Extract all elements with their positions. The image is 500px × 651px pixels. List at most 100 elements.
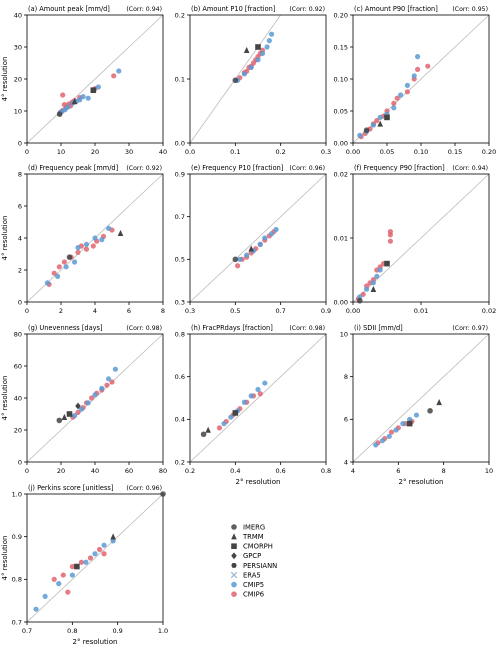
cmip5-point [33,606,39,612]
x-tick-label: 10 [57,148,65,156]
y-tick-label: 0.9 [12,533,22,541]
x-tick-label: 80 [159,467,167,475]
observation-point [232,256,239,263]
y-axis-label: 4° resolution [1,216,9,261]
plot-frame [189,173,327,303]
observation-point [117,229,124,236]
cmip5-point [407,416,413,422]
observation-point [205,426,211,433]
cmip5-point [391,105,397,111]
cmip5-point [379,438,386,444]
observation-point [357,297,363,304]
x-tick-label: 0.9 [112,627,122,635]
y-tick-label: 0.7 [12,618,22,626]
panel-correlation: (Corr: 0.95) [452,6,488,13]
cmip5-point [370,122,376,128]
cmip5-point [55,273,61,279]
y-axis-label: 4° resolution [1,57,9,102]
cmip6-point [394,95,400,101]
observation-point [74,563,80,570]
cmip5-point [269,31,275,37]
cmip6-point [83,246,90,252]
legend-label-imerg: IMERG [243,523,265,531]
panel-correlation: (Corr: 0.92) [289,6,325,13]
observation-point [66,254,73,260]
panel-i: 4 6 8 10 4 6 8 10 (i) SDII [mm/d] (Corr: 0.97) 2° … [340,324,493,486]
y-tick-label: 0.01 [334,234,348,242]
one-to-one-line [26,493,164,623]
panel-d: 0 2 4 6 8 0 2 4 6 8 (d) Frequency peak [mm/d] (Corr… [1,164,165,315]
cmip5-point [77,97,83,103]
cmip6-point [391,100,397,106]
panel-c: 0.00 0.05 0.10 0.15 0.20 0.00 0.05 0.10 0.15 0.20… [334,5,497,156]
cmip5-point [273,226,279,233]
panel-title: (d) Frequency peak [mm/d] [28,164,118,172]
x-tick-label: 10 [485,467,493,475]
x-tick-label: 0.3 [185,307,195,315]
cmip6-point [65,589,71,595]
y-tick-label: 30 [14,43,22,51]
y-tick-label: 40 [14,11,22,19]
y-tick-label: 8 [344,373,348,381]
observation-point [61,413,68,420]
cmip5-point [99,237,105,243]
cmip5-point [42,593,48,600]
y-tick-label: 0 [18,298,22,306]
x-tick-label: 0.8 [321,467,331,475]
x-tick-label: 0.2 [275,148,285,156]
panel-title: (h) FracPRdays [fraction] [191,324,273,332]
cmip5-point [92,551,98,557]
cmip5-point [92,235,98,241]
observation-point [363,127,370,133]
cmip6-point [104,382,110,388]
y-tick-label: 2 [18,266,22,274]
cmip5-point [386,433,392,439]
y-tick-label: 0.20 [334,11,348,19]
x-tick-label: 0.02 [482,307,496,315]
cmip5-point [72,413,78,419]
y-tick-label: 6 [18,202,22,210]
panel-j: 0.7 0.8 0.9 1.0 0.7 0.8 0.9 1.0 (j) Perkins scor… [1,484,168,646]
x-tick-label: 0.3 [321,148,331,156]
cmip5-point [377,267,383,273]
one-to-one-line [189,173,327,303]
cmip5-point [264,44,270,50]
one-to-one-line [189,333,327,463]
panel-correlation: (Corr: 0.96) [289,165,325,172]
observation-point [56,111,63,117]
cmip6-point [60,572,66,578]
legend-label-cmip5: CMIP5 [243,581,264,589]
cmip5-point [72,259,78,265]
observation-point [110,533,116,540]
y-tick-label: 60 [14,362,22,370]
panel-title: (e) Frequency P10 [fraction] [191,164,283,172]
y-tick-label: 0.7 [175,213,185,221]
cmip5-point [69,572,75,578]
cmip5-point [110,538,116,544]
y-axis-label: 4° resolution [1,376,9,421]
x-tick-label: 6 [396,467,400,475]
x-tick-label: 0.5 [230,307,240,315]
cmip5-point [80,94,86,100]
x-tick-label: 0.4 [230,467,240,475]
y-tick-label: 0.1 [175,75,185,83]
x-tick-label: 1.0 [158,627,168,635]
legend-marker-imerg [231,524,237,530]
y-tick-label: 10 [14,107,22,115]
x-tick-label: 0 [25,148,29,156]
y-tick-label: 0.4 [175,416,185,424]
cmip6-point [96,546,103,553]
cmip5-point [56,581,62,587]
cmip6-point [87,555,94,561]
observation-point [56,417,63,424]
cmip5-point [112,366,118,372]
panel-correlation: (Corr: 0.96) [126,485,162,492]
panel-title: (b) Amount P10 [fraction] [191,5,275,13]
x-tick-label: 2 [59,307,63,315]
observation-point [232,77,239,84]
observation-point [90,87,97,93]
x-tick-label: 4 [93,307,97,315]
x-tick-label: 0.6 [275,467,285,475]
x-tick-label: 30 [125,148,133,156]
